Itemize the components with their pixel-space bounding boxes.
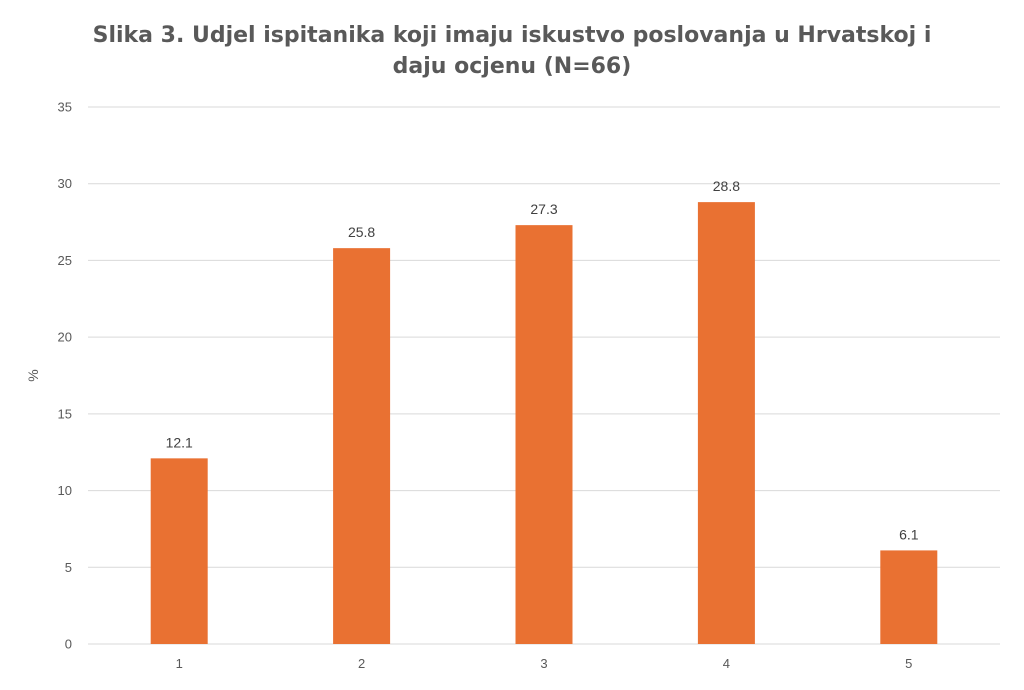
- x-tick-labels: 1 2 3 4 5: [176, 656, 913, 671]
- chart-title-line-1: Slika 3. Udjel ispitanika koji imaju isk…: [92, 23, 932, 48]
- y-tick-label: 5: [65, 560, 72, 575]
- y-tick-label: 30: [58, 176, 72, 191]
- y-axis-title: %: [25, 369, 41, 381]
- data-label: 27.3: [530, 201, 557, 217]
- y-tick-label: 25: [58, 253, 72, 268]
- x-tick-label: 2: [358, 656, 365, 671]
- x-tick-label: 3: [540, 656, 547, 671]
- bar: [697, 202, 755, 644]
- data-label: 6.1: [899, 526, 919, 542]
- data-label: 12.1: [166, 434, 193, 450]
- chart-title-line-2: daju ocjenu (N=66): [392, 54, 632, 79]
- y-tick-labels: 0 5 10 15 20 25 30 35: [58, 100, 72, 652]
- y-tick-label: 15: [58, 406, 72, 421]
- y-tick-label: 10: [58, 483, 72, 498]
- data-labels: 12.1 25.8 27.3 28.8 6.1: [166, 178, 919, 542]
- data-label: 28.8: [713, 178, 740, 194]
- bar: [333, 248, 391, 644]
- x-tick-label: 1: [176, 656, 183, 671]
- bar: [515, 225, 573, 644]
- bar: [150, 458, 208, 644]
- y-tick-label: 0: [65, 637, 72, 652]
- y-tick-label: 35: [58, 100, 72, 115]
- bar: [880, 550, 938, 644]
- bars: [150, 202, 938, 644]
- x-tick-label: 5: [905, 656, 912, 671]
- data-label: 25.8: [348, 224, 375, 240]
- y-tick-label: 20: [58, 330, 72, 345]
- chart-title: Slika 3. Udjel ispitanika koji imaju isk…: [0, 20, 1024, 82]
- x-tick-label: 4: [723, 656, 730, 671]
